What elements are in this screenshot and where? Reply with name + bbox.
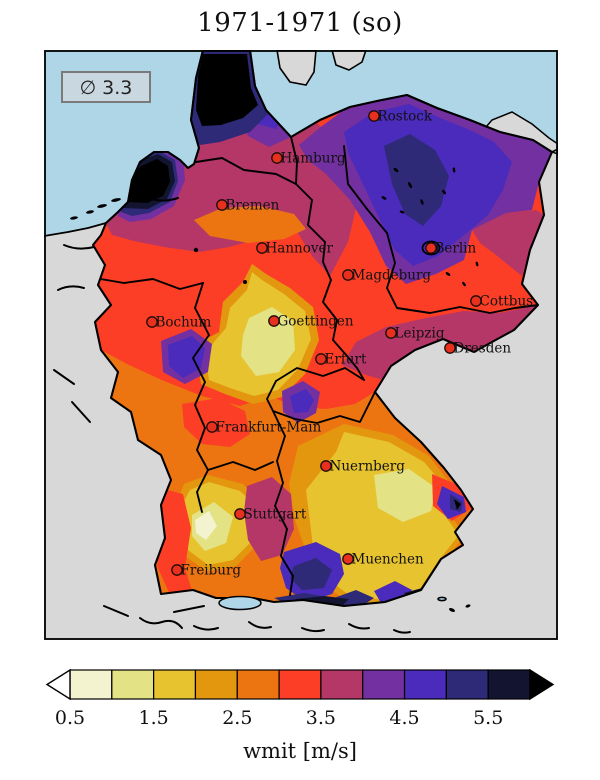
city-label-frankfurt-main: Frankfurt-Main [216, 420, 322, 436]
colorbar-segment-10 [487, 669, 531, 700]
colorbar-tick-5.5: 5.5 [473, 707, 503, 729]
city-marker-magdeburg [342, 269, 354, 281]
city-label-muenchen: Muenchen [352, 552, 424, 568]
colorbar-tick-2.5: 2.5 [222, 707, 252, 729]
city-marker-berlin [425, 242, 437, 254]
mean-badge-text: ∅ 3.3 [80, 77, 133, 99]
city-label-leipzig: Leipzig [395, 326, 445, 342]
city-marker-erfurt [315, 353, 327, 365]
colorbar-segment-9 [445, 669, 489, 700]
city-label-erfurt: Erfurt [325, 352, 367, 368]
city-marker-muenchen [342, 553, 354, 565]
contour-fill-layer [96, 50, 552, 606]
colorbar-segment-1 [111, 669, 155, 700]
city-marker-bochum [146, 316, 158, 328]
city-marker-hamburg [271, 152, 283, 164]
city-markers: Rostock Hamburg Bremen Hannover BerlinMagdeb… [146, 109, 534, 579]
city-marker-goettingen [268, 315, 280, 327]
colorbar-segments [45, 668, 555, 701]
colorbar-segment-7 [362, 669, 406, 700]
city-label-nuernberg: Nuernberg [330, 459, 406, 475]
city-marker-hannover [256, 242, 268, 254]
mean-badge: ∅ 3.3 [61, 71, 151, 103]
colorbar-under-arrow [45, 668, 71, 701]
city-label-hannover: Hannover [266, 241, 334, 257]
colorbar-segment-2 [153, 669, 197, 700]
colorbar-segment-6 [320, 669, 364, 700]
islands-lakes [53, 167, 479, 634]
colorbar-tick-3.5: 3.5 [306, 707, 336, 729]
city-marker-freiburg [171, 564, 183, 576]
city-marker-stuttgart [234, 508, 246, 520]
colorbar-segment-3 [194, 669, 238, 700]
city-label-bochum: Bochum [156, 315, 212, 331]
city-label-goettingen: Goettingen [278, 314, 354, 330]
colorbar-over-arrow [529, 668, 555, 701]
city-label-hamburg: Hamburg [281, 151, 346, 167]
colorbar: 0.5 1.5 2.5 3.5 4.5 5.5 wmit [m/s] [45, 668, 555, 763]
figure-title: 1971-1971 (so) [197, 8, 403, 38]
colorbar-tick-4.5: 4.5 [389, 707, 419, 729]
map-panel: ∅ 3.3 Rostock Hamburg Bremen Hannover Berlin… [44, 50, 558, 640]
mean-badge-box [61, 71, 151, 103]
city-label-rostock: Rostock [378, 109, 433, 125]
city-marker-bremen [216, 199, 228, 211]
germany-border [91, 50, 554, 608]
city-marker-frankfurt-main [206, 421, 218, 433]
city-label-bremen: Bremen [226, 198, 280, 214]
city-label-freiburg: Freiburg [181, 563, 242, 579]
state-borders [94, 136, 539, 596]
city-marker-dresden [444, 342, 456, 354]
colorbar-segment-4 [236, 669, 280, 700]
city-label-magdeburg: Magdeburg [352, 268, 432, 284]
city-marker-cottbus [470, 295, 482, 307]
colorbar-segment-0 [69, 669, 113, 700]
colorbar-tick-0.5: 0.5 [55, 707, 85, 729]
city-marker-leipzig [385, 327, 397, 339]
map-frame [44, 50, 558, 640]
city-marker-rostock [368, 110, 380, 122]
city-label-cottbus: Cottbus [480, 294, 534, 310]
colorbar-label: wmit [m/s] [243, 739, 357, 763]
city-label-dresden: Dresden [454, 341, 512, 357]
city-marker-nuernberg [320, 460, 332, 472]
colorbar-tick-labels: 0.5 1.5 2.5 3.5 4.5 5.5 [55, 707, 503, 729]
colorbar-segment-8 [403, 669, 447, 700]
city-label-berlin: Berlin [435, 241, 477, 257]
colorbar-segment-5 [278, 669, 322, 700]
colorbar-tick-1.5: 1.5 [138, 707, 168, 729]
city-label-stuttgart: Stuttgart [244, 507, 307, 523]
